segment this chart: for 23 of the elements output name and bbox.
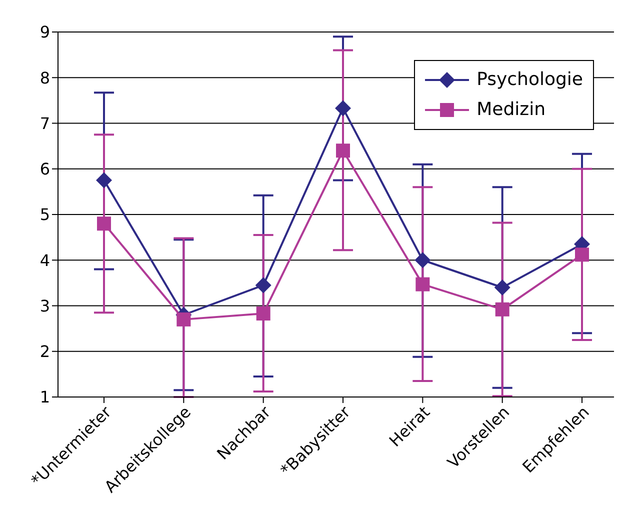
point	[494, 280, 510, 296]
y-tick-label: 3	[40, 296, 50, 316]
point	[176, 312, 191, 326]
point	[255, 277, 272, 294]
point	[336, 144, 350, 158]
point	[97, 216, 111, 231]
point	[414, 252, 431, 268]
y-tick-label: 8	[40, 68, 50, 88]
point	[335, 100, 351, 116]
y-tick-label: 4	[40, 250, 50, 270]
legend-label: Medizin	[476, 98, 546, 122]
y-tick-label: 5	[40, 205, 50, 224]
point	[416, 277, 430, 292]
legend-label: Psychologie	[476, 68, 583, 92]
y-tick-label: 7	[40, 114, 50, 133]
y-tick-label: 9	[40, 22, 50, 42]
point	[575, 248, 589, 262]
y-tick-label: 6	[40, 160, 50, 179]
point	[256, 306, 270, 321]
point	[495, 302, 510, 316]
point	[96, 172, 112, 188]
y-tick-label: 1	[40, 388, 50, 407]
y-tick-label: 2	[40, 342, 50, 362]
